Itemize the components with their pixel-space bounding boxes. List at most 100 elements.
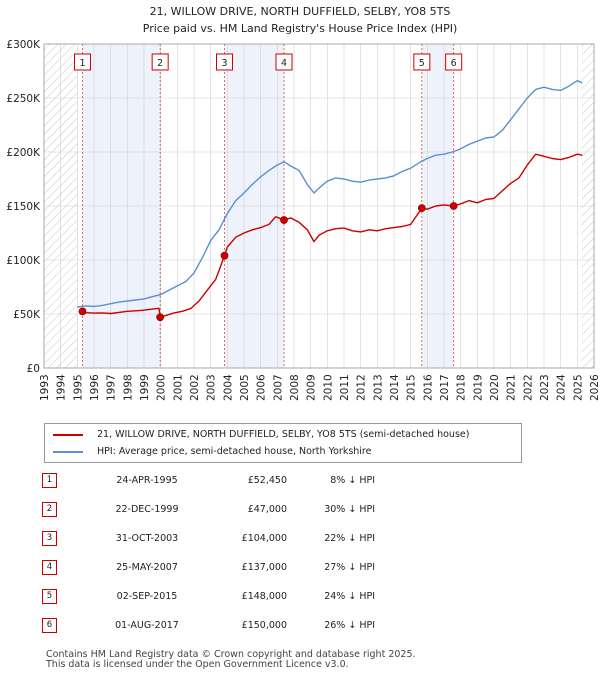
legend-item-hpi: HPI: Average price, semi-detached house,… [53,444,371,460]
table-row: 3 31-OCT-2003 £104,000 22% ↓ HPI [42,524,375,553]
x-tick-label: 2022 [522,374,534,401]
x-tick-label: 2000 [156,374,168,401]
x-tick-label: 2001 [172,374,184,401]
sale-label: 3 [221,58,227,69]
x-tick-label: 2017 [439,374,451,401]
plot-frame [43,43,595,369]
sale-label: 2 [157,58,163,69]
price-chart: 21, WILLOW DRIVE, NORTH DUFFIELD, SELBY,… [6,5,600,401]
table-row: 1 24-APR-1995 £52,450 8% ↓ HPI [42,466,375,495]
sale-price: £47,000 [247,504,287,515]
sale-number-badge: 5 [42,589,57,604]
x-tick-label: 2024 [556,374,568,401]
x-tick-label: 2016 [422,374,434,401]
table-row: 6 01-AUG-2017 £150,000 26% ↓ HPI [42,611,375,640]
sale-price: £150,000 [241,620,287,631]
y-tick-label: £300K [6,39,41,51]
sale-number-badge: 1 [42,473,57,488]
x-tick-label: 1999 [139,374,151,401]
chart-subtitle: Price paid vs. HM Land Registry's House … [143,22,458,35]
y-tick-label: £250K [6,93,41,105]
sale-date: 24-APR-1995 [116,475,178,486]
x-tick-label: 2020 [489,374,501,401]
x-tick-label: 2023 [539,374,551,401]
sale-price: £137,000 [241,562,287,573]
x-tick-label: 2015 [406,374,418,401]
footer-line-2: This data is licensed under the Open Gov… [46,659,349,670]
legend-label-property: 21, WILLOW DRIVE, NORTH DUFFIELD, SELBY,… [97,429,470,440]
sale-number-badge: 4 [42,560,57,575]
sale-point [78,307,87,316]
legend-swatch-property [53,433,83,436]
legend-item-property: 21, WILLOW DRIVE, NORTH DUFFIELD, SELBY,… [53,427,469,443]
table-row: 5 02-SEP-2015 £148,000 24% ↓ HPI [42,582,375,611]
sale-label: 1 [79,58,85,69]
x-tick-label: 2025 [572,374,584,401]
sale-date: 22-DEC-1999 [115,504,179,515]
x-tick-label: 2011 [339,374,351,401]
x-tick-label: 2005 [239,374,251,401]
x-tick-label: 2021 [506,374,518,401]
sale-hpi-delta: 22% ↓ HPI [324,533,375,544]
x-tick-label: 2004 [222,374,234,401]
y-tick-label: £100K [6,255,41,267]
legend-label-hpi: HPI: Average price, semi-detached house,… [97,446,372,457]
x-tick-label: 2002 [189,374,201,401]
y-tick-label: £0 [27,363,40,375]
sale-hpi-delta: 30% ↓ HPI [324,504,375,515]
sale-date: 25-MAY-2007 [116,562,178,573]
x-tick-label: 2014 [389,374,401,401]
x-tick-label: 2026 [589,374,600,401]
x-tick-label: 1996 [89,374,101,401]
chart-legend: 21, WILLOW DRIVE, NORTH DUFFIELD, SELBY,… [44,423,522,463]
x-tick-label: 1997 [106,374,118,401]
sale-point [417,204,426,213]
sale-hpi-delta: 27% ↓ HPI [324,562,375,573]
table-row: 2 22-DEC-1999 £47,000 30% ↓ HPI [42,495,375,524]
sale-label-box [275,53,293,71]
sale-hpi-delta: 24% ↓ HPI [324,591,375,602]
x-tick-label: 2007 [272,374,284,401]
sale-label-box [413,53,431,71]
sale-label: 5 [419,58,425,69]
sale-label-box [445,53,463,71]
sale-label-box [216,53,233,71]
x-tick-label: 1995 [72,374,84,401]
sale-hpi-delta: 8% ↓ HPI [330,475,375,486]
sale-point [220,251,229,260]
x-tick-label: 2018 [456,374,468,401]
x-tick-label: 2009 [306,374,318,401]
y-tick-label: £200K [6,147,41,159]
sale-point [156,313,165,322]
footer: Contains HM Land Registry data © Crown c… [46,650,416,670]
chart-title: 21, WILLOW DRIVE, NORTH DUFFIELD, SELBY,… [150,5,451,18]
sale-number-badge: 6 [42,618,57,633]
x-tick-label: 2013 [372,374,384,401]
x-tick-label: 2019 [472,374,484,401]
sale-label-box [151,53,169,71]
x-tick-label: 1998 [122,374,134,401]
x-tick-label: 1994 [56,374,68,401]
sale-price: £148,000 [241,591,287,602]
sale-date: 31-OCT-2003 [115,533,179,544]
legend-swatch-hpi [53,450,83,453]
sale-number-badge: 2 [42,502,57,517]
sales-table: 1 24-APR-1995 £52,450 8% ↓ HPI 2 22-DEC-1999 £… [42,466,375,640]
table-row: 4 25-MAY-2007 £137,000 27% ↓ HPI [42,553,375,582]
y-tick-label: £150K [6,201,41,213]
y-tick-label: £50K [13,309,41,321]
sale-label: 6 [451,58,457,69]
sale-label-box [74,53,91,71]
hpi-series-line [77,80,583,308]
sale-point [280,216,288,224]
sale-number-badge: 3 [42,531,57,546]
x-tick-label: 2006 [256,374,268,401]
footer-line-1: Contains HM Land Registry data © Crown c… [46,649,416,660]
sale-hpi-delta: 26% ↓ HPI [324,620,375,631]
x-tick-label: 2010 [322,374,334,401]
x-tick-label: 2012 [356,374,368,401]
x-tick-label: 2008 [289,374,301,401]
sale-price: £104,000 [241,533,287,544]
sale-date: 02-SEP-2015 [116,591,178,602]
sale-price: £52,450 [247,475,287,486]
